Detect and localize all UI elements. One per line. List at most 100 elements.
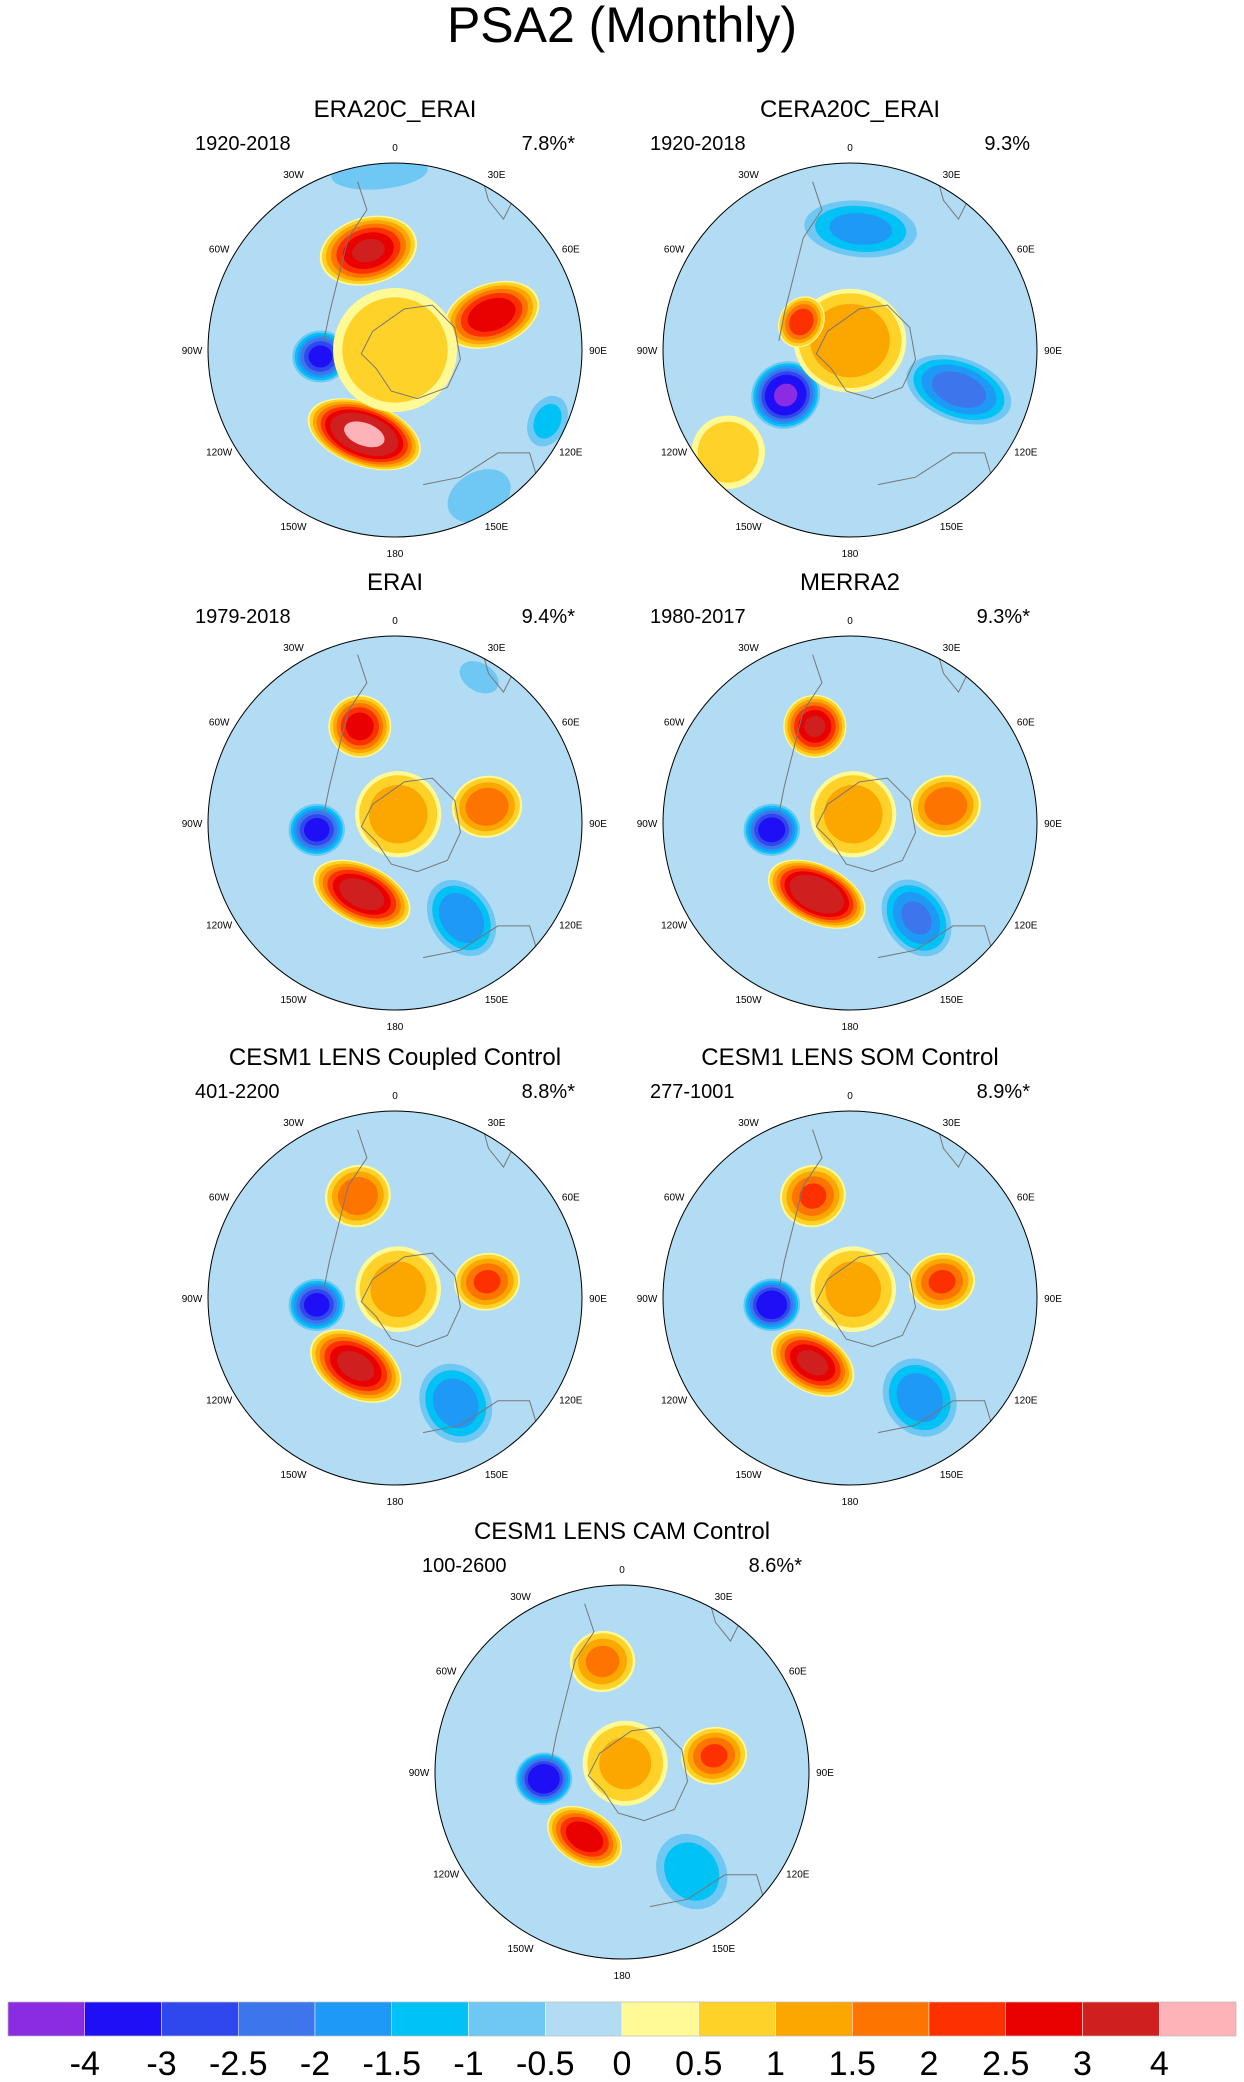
anomaly-center xyxy=(416,1360,495,1446)
colorbar-swatch xyxy=(84,2001,162,2037)
anomaly-center xyxy=(880,1355,960,1440)
colorbar-tick-label: 1 xyxy=(766,2045,785,2082)
contour-band xyxy=(799,1183,827,1209)
panel: CESM1 LENS CAM Control 100-2600 8.6%* 0 30E 6… xyxy=(409,1518,835,1982)
contour-band xyxy=(789,874,845,914)
contour-band xyxy=(774,383,798,407)
longitude-label: 90E xyxy=(589,1294,607,1305)
coastline-antarctica xyxy=(360,304,461,400)
longitude-label: 150W xyxy=(735,995,762,1006)
longitude-label: 30E xyxy=(488,170,506,181)
colorbar-tick-label: -4 xyxy=(70,2045,100,2082)
longitude-label: 30W xyxy=(738,1118,759,1129)
colorbar-swatch xyxy=(1159,2001,1237,2037)
longitude-label: 120W xyxy=(661,921,688,932)
panel-variance: 9.3% xyxy=(984,133,1030,155)
longitude-label: 180 xyxy=(387,1022,404,1033)
panel-variance: 9.4%* xyxy=(522,606,576,628)
panel-period: 1920-2018 xyxy=(650,133,746,155)
anomaly-center xyxy=(454,1252,521,1311)
colorbar-tick-label: 1.5 xyxy=(829,2045,876,2082)
longitude-label: 0 xyxy=(392,143,398,154)
longitude-label: 60E xyxy=(562,245,580,256)
contour-band xyxy=(924,787,968,826)
longitude-label: 30W xyxy=(510,1592,531,1603)
anomaly-center xyxy=(652,1830,731,1913)
panel: CERA20C_ERAI 1920-2018 9.3% 0 30E 60E 90E 120E 1… xyxy=(637,96,1063,560)
contour-band xyxy=(823,784,883,844)
anomaly-center xyxy=(355,771,442,858)
longitude-label: 120E xyxy=(559,1396,583,1407)
map-field xyxy=(208,636,582,1010)
anomaly-center xyxy=(691,415,765,489)
anomaly-center xyxy=(909,1252,976,1311)
anomaly-center xyxy=(309,1329,402,1403)
longitude-label: 150E xyxy=(485,995,509,1006)
longitude-label: 60E xyxy=(1017,245,1035,256)
map-boundary xyxy=(207,635,583,1011)
contour-band xyxy=(438,893,485,943)
anomaly-center xyxy=(879,877,954,959)
panels-group: ERA20C_ERAI 1920-2018 7.8%* 0 30E 60E 90E 120E 1… xyxy=(182,96,1063,1982)
coastline-south-america xyxy=(323,1129,368,1289)
contour-band xyxy=(796,1350,829,1376)
map-field xyxy=(435,1585,809,1959)
map-field xyxy=(663,163,1037,537)
anomaly-center xyxy=(783,694,847,758)
coastline-antarctica xyxy=(360,1252,461,1348)
colorbar-swatch xyxy=(314,2001,392,2037)
longitude-label: 120W xyxy=(206,1396,233,1407)
colorbar-swatch xyxy=(545,2001,623,2037)
contour-band xyxy=(896,1373,943,1423)
colorbar-swatch xyxy=(775,2001,853,2037)
longitude-label: 0 xyxy=(847,143,853,154)
contour-band xyxy=(700,1744,728,1768)
panel-title: CERA20C_ERAI xyxy=(760,96,940,123)
contour-band xyxy=(459,661,499,694)
longitude-label: 150E xyxy=(940,995,964,1006)
anomaly-center xyxy=(307,398,421,471)
contour-band xyxy=(368,784,428,844)
longitude-label: 120W xyxy=(206,448,233,459)
contour-band xyxy=(901,901,932,935)
coastline-antarctica xyxy=(587,1726,689,1822)
longitude-label: 60W xyxy=(436,1667,457,1678)
colorbar-swatch xyxy=(468,2001,546,2037)
longitude-label: 90W xyxy=(182,1294,203,1305)
longitude-label: 60E xyxy=(789,1667,807,1678)
longitude-label: 0 xyxy=(847,1091,853,1102)
map-boundary xyxy=(207,162,583,538)
longitude-label: 120E xyxy=(1014,921,1038,932)
longitude-label: 90W xyxy=(182,819,203,830)
anomaly-center xyxy=(750,360,822,430)
longitude-label: 30W xyxy=(738,643,759,654)
contour-band xyxy=(352,238,385,263)
colorbar-swatch xyxy=(698,2001,776,2037)
panel-period: 1979-2018 xyxy=(195,606,291,628)
colorbar-swatch xyxy=(238,2001,316,2037)
anomaly-center xyxy=(778,296,825,348)
longitude-label: 60E xyxy=(562,1193,580,1204)
colorbar-tick-label: 2 xyxy=(920,2045,939,2082)
contour-band xyxy=(829,213,892,245)
coastline-south-america xyxy=(778,1129,823,1289)
longitude-label: 180 xyxy=(842,549,859,560)
contour-band xyxy=(533,403,562,439)
longitude-label: 60E xyxy=(1017,718,1035,729)
coastline-south-america xyxy=(323,654,368,814)
map-boundary xyxy=(434,1584,810,1960)
anomaly-center xyxy=(444,280,540,349)
colorbar-tick-label: 0 xyxy=(613,2045,632,2082)
longitude-label: 150E xyxy=(712,1944,736,1955)
map-boundary xyxy=(662,162,1038,538)
longitude-label: 30E xyxy=(715,1592,733,1603)
panel-period: 277-1001 xyxy=(650,1081,735,1103)
longitude-label: 120W xyxy=(661,1396,688,1407)
anomaly-center xyxy=(287,1277,347,1332)
longitude-label: 90W xyxy=(182,346,203,357)
contour-band xyxy=(432,1378,479,1429)
colorbar-tick-label: 0.5 xyxy=(675,2045,722,2082)
colorbar-swatch xyxy=(928,2001,1006,2037)
longitude-label: 180 xyxy=(387,549,404,560)
anomaly-center xyxy=(355,1246,441,1333)
